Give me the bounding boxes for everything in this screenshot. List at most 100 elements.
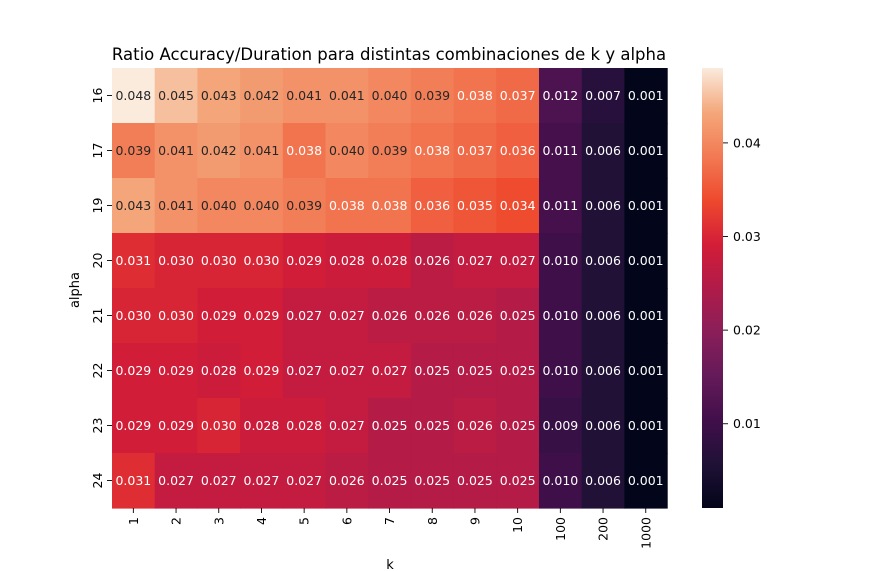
cell-value-label: 0.027 bbox=[372, 363, 408, 378]
heatmap-cell bbox=[240, 68, 284, 124]
cell-value-label: 0.038 bbox=[329, 198, 365, 213]
heatmap-cell bbox=[496, 288, 540, 344]
cell-value-label: 0.029 bbox=[115, 418, 151, 433]
cell-value-label: 0.028 bbox=[329, 253, 365, 268]
cell-value-label: 0.025 bbox=[500, 473, 536, 488]
cell-value-label: 0.029 bbox=[201, 308, 237, 323]
colorbar bbox=[702, 68, 723, 508]
heatmap-cell bbox=[368, 343, 412, 399]
cell-value-label: 0.039 bbox=[286, 198, 322, 213]
cell-value-label: 0.026 bbox=[414, 253, 450, 268]
heatmap-cell bbox=[539, 398, 583, 454]
cell-value-label: 0.042 bbox=[201, 143, 237, 158]
cell-value-label: 0.029 bbox=[158, 418, 194, 433]
heatmap-cell bbox=[368, 453, 412, 509]
heatmap-cell bbox=[112, 453, 156, 509]
cell-value-label: 0.011 bbox=[542, 198, 578, 213]
heatmap-cell bbox=[624, 233, 668, 289]
cell-value-label: 0.027 bbox=[329, 418, 365, 433]
heatmap-cell bbox=[410, 398, 455, 454]
heatmap-cell bbox=[112, 233, 156, 289]
heatmap-cell bbox=[112, 68, 156, 124]
cell-value-label: 0.027 bbox=[329, 308, 365, 323]
cell-value-label: 0.040 bbox=[372, 88, 408, 103]
heatmap-cell bbox=[240, 398, 284, 454]
cell-value-label: 0.010 bbox=[542, 473, 578, 488]
heatmap-cell bbox=[410, 178, 455, 234]
cell-value-label: 0.011 bbox=[542, 143, 578, 158]
cell-value-label: 0.007 bbox=[585, 88, 621, 103]
heatmap-cell bbox=[197, 453, 241, 509]
y-axis: 16 17 19 20 21 22 23 24 bbox=[90, 88, 112, 489]
heatmap-cell bbox=[496, 398, 540, 454]
cell-value-label: 0.038 bbox=[457, 88, 493, 103]
x-tick-label: 10 bbox=[510, 517, 525, 533]
heatmap-cell bbox=[197, 233, 241, 289]
heatmap-cell bbox=[154, 343, 198, 399]
colorbar-tick-label: 0.02 bbox=[733, 323, 761, 338]
heatmap-cell bbox=[368, 398, 412, 454]
heatmap-cell bbox=[368, 288, 412, 344]
x-tick-label: 1 bbox=[126, 517, 141, 525]
heatmap-cell bbox=[282, 68, 327, 124]
cell-value-label: 0.037 bbox=[500, 88, 536, 103]
heatmap-cell bbox=[496, 123, 540, 179]
heatmap-cell bbox=[197, 288, 241, 344]
cell-value-label: 0.041 bbox=[329, 88, 365, 103]
chart-title: Ratio Accuracy/Duration para distintas c… bbox=[112, 45, 666, 64]
cell-value-label: 0.006 bbox=[585, 143, 621, 158]
heatmap-cell bbox=[581, 68, 625, 124]
cell-value-label: 0.038 bbox=[414, 143, 450, 158]
cell-value-label: 0.041 bbox=[158, 143, 194, 158]
heatmap-cell bbox=[282, 453, 327, 509]
cell-value-label: 0.025 bbox=[500, 308, 536, 323]
cell-value-label: 0.036 bbox=[414, 198, 450, 213]
cell-value-label: 0.001 bbox=[628, 473, 664, 488]
cell-value-label: 0.030 bbox=[201, 418, 237, 433]
cell-value-label: 0.001 bbox=[628, 363, 664, 378]
heatmap-cell bbox=[197, 123, 241, 179]
cell-value-label: 0.001 bbox=[628, 418, 664, 433]
cell-value-label: 0.039 bbox=[372, 143, 408, 158]
cell-value-label: 0.027 bbox=[500, 253, 536, 268]
cell-value-label: 0.035 bbox=[457, 198, 493, 213]
heatmap-cell bbox=[453, 178, 497, 234]
cell-value-label: 0.029 bbox=[158, 363, 194, 378]
y-tick-label: 21 bbox=[90, 308, 105, 324]
heatmap-cell bbox=[410, 343, 455, 399]
heatmap-cell bbox=[325, 453, 369, 509]
heatmap-cell bbox=[112, 343, 156, 399]
cell-value-label: 0.010 bbox=[542, 253, 578, 268]
cell-value-label: 0.006 bbox=[585, 253, 621, 268]
cell-value-label: 0.025 bbox=[457, 363, 493, 378]
heatmap-cell bbox=[410, 68, 455, 124]
cell-value-label: 0.036 bbox=[500, 143, 536, 158]
heatmap-cell bbox=[453, 398, 497, 454]
heatmap-cell bbox=[154, 398, 198, 454]
x-tick-label: 3 bbox=[211, 517, 226, 525]
cell-value-label: 0.027 bbox=[457, 253, 493, 268]
cell-value-label: 0.041 bbox=[244, 143, 280, 158]
cell-value-label: 0.025 bbox=[500, 418, 536, 433]
cell-value-label: 0.001 bbox=[628, 88, 664, 103]
heatmap-cell bbox=[496, 233, 540, 289]
heatmap-cell bbox=[368, 68, 412, 124]
cell-value-label: 0.040 bbox=[329, 143, 365, 158]
x-tick-label: 2 bbox=[169, 517, 184, 525]
heatmap-cells bbox=[112, 68, 668, 509]
y-tick-label: 24 bbox=[90, 473, 105, 489]
cell-value-label: 0.026 bbox=[372, 308, 408, 323]
cell-value-label: 0.001 bbox=[628, 308, 664, 323]
cell-value-label: 0.001 bbox=[628, 143, 664, 158]
cell-value-label: 0.025 bbox=[372, 418, 408, 433]
cell-value-label: 0.029 bbox=[244, 363, 280, 378]
heatmap-cell bbox=[325, 288, 369, 344]
heatmap-cell bbox=[197, 68, 241, 124]
heatmap-cell bbox=[496, 343, 540, 399]
heatmap-cell bbox=[112, 398, 156, 454]
heatmap-cell bbox=[624, 123, 668, 179]
cell-value-label: 0.030 bbox=[244, 253, 280, 268]
cell-value-label: 0.009 bbox=[542, 418, 578, 433]
heatmap-cell bbox=[368, 233, 412, 289]
